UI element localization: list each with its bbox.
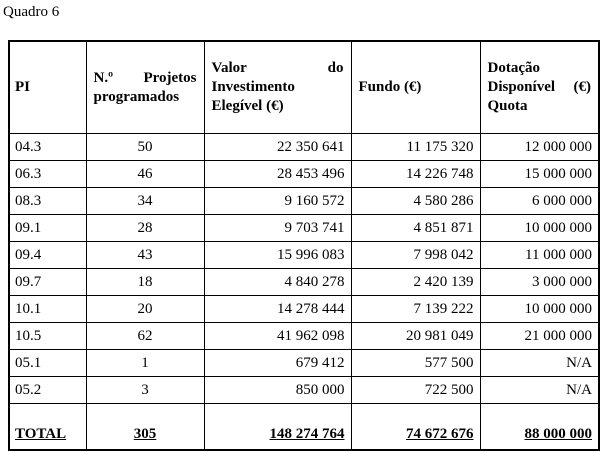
cell-projetos: 62 — [85, 322, 205, 350]
cell-valor: 14 278 444 — [203, 295, 352, 323]
cell-valor: 850 000 — [203, 376, 352, 404]
cell-valor: 22 350 641 — [203, 133, 352, 161]
cell-projetos: 1 — [85, 349, 205, 377]
document-title: Quadro 6 — [3, 4, 60, 20]
cell-fundo: 4 580 286 — [350, 187, 481, 215]
cell-fundo: 7 998 042 — [350, 241, 481, 269]
cell-pi: 09.4 — [8, 241, 87, 269]
table-row: 08.3 34 9 160 572 4 580 286 6 000 000 — [8, 187, 600, 215]
cell-projetos: 18 — [85, 268, 205, 296]
cell-dotacao: 3 000 000 — [479, 268, 600, 296]
cell-fundo: 11 175 320 — [350, 133, 481, 161]
cell-valor: 15 996 083 — [203, 241, 352, 269]
total-label: TOTAL — [15, 426, 67, 442]
table-row: 06.3 46 28 453 496 14 226 748 15 000 000 — [8, 160, 600, 188]
cell-pi: 09.7 — [8, 268, 87, 296]
header-fundo-label: Fundo (€) — [358, 79, 422, 95]
cell-dotacao: 15 000 000 — [479, 160, 600, 188]
table-row: 09.1 28 9 703 741 4 851 871 10 000 000 — [8, 214, 600, 242]
quadro-6-table: PI N.º Projetos programados Valor do — [8, 40, 600, 451]
header-dotacao-word2: (€) — [573, 79, 592, 95]
cell-fundo: 14 226 748 — [350, 160, 481, 188]
cell-projetos: 50 — [85, 133, 205, 161]
cell-dotacao: 12 000 000 — [479, 133, 600, 161]
cell-projetos: 43 — [85, 241, 205, 269]
header-valor-line1: Valor do — [212, 59, 344, 78]
cell-total-dotacao: 88 000 000 — [479, 403, 600, 451]
cell-projetos: 20 — [85, 295, 205, 323]
cell-pi: 06.3 — [8, 160, 87, 188]
cell-pi: 09.1 — [8, 214, 87, 242]
cell-projetos: 28 — [85, 214, 205, 242]
cell-fundo: 4 851 871 — [350, 214, 481, 242]
cell-dotacao: 6 000 000 — [479, 187, 600, 215]
cell-total-label: TOTAL — [8, 403, 87, 451]
cell-dotacao: 11 000 000 — [479, 241, 600, 269]
table-row: 09.4 43 15 996 083 7 998 042 11 000 000 — [8, 241, 600, 269]
header-projetos-line2: programados — [93, 88, 180, 105]
header-valor-word1: Valor — [211, 60, 247, 76]
cell-pi: 08.3 — [8, 187, 87, 215]
cell-pi: 05.1 — [8, 349, 87, 377]
table-header: PI N.º Projetos programados Valor do — [8, 40, 600, 134]
header-projetos-word2: Projetos — [143, 69, 197, 86]
column-header-projetos: N.º Projetos programados — [85, 40, 205, 134]
table-row: 05.1 1 679 412 577 500 N/A — [8, 349, 600, 377]
cell-pi: 04.3 — [8, 133, 87, 161]
cell-projetos: 34 — [85, 187, 205, 215]
cell-pi: 10.5 — [8, 322, 87, 350]
header-valor-word2: do — [327, 60, 344, 76]
cell-dotacao: 10 000 000 — [479, 295, 600, 323]
total-valor: 148 274 764 — [269, 426, 345, 442]
cell-total-valor: 148 274 764 — [203, 403, 352, 451]
total-projetos: 305 — [133, 426, 157, 442]
table-row: 10.1 20 14 278 444 7 139 222 10 000 000 — [8, 295, 600, 323]
header-valor-line2: Investimento — [211, 79, 295, 95]
cell-total-fundo: 74 672 676 — [350, 403, 481, 451]
cell-valor: 9 703 741 — [203, 214, 352, 242]
column-header-pi: PI — [8, 40, 87, 134]
cell-fundo: 722 500 — [350, 376, 481, 404]
cell-fundo: 7 139 222 — [350, 295, 481, 323]
header-row: PI N.º Projetos programados Valor do — [8, 40, 600, 134]
total-row: TOTAL 305 148 274 764 74 672 676 88 000 … — [8, 403, 600, 451]
table-body: 04.3 50 22 350 641 11 175 320 12 000 000… — [8, 133, 600, 451]
header-valor-line3: Elegível (€) — [211, 98, 284, 114]
cell-dotacao: 10 000 000 — [479, 214, 600, 242]
table-row: 09.7 18 4 840 278 2 420 139 3 000 000 — [8, 268, 600, 296]
cell-dotacao: N/A — [479, 349, 600, 377]
header-dotacao-word1: Disponível — [487, 79, 556, 95]
table-row: 05.2 3 850 000 722 500 N/A — [8, 376, 600, 404]
cell-total-projetos: 305 — [85, 403, 205, 451]
cell-fundo: 20 981 049 — [350, 322, 481, 350]
total-fundo: 74 672 676 — [406, 426, 474, 442]
cell-valor: 9 160 572 — [203, 187, 352, 215]
table-row: 04.3 50 22 350 641 11 175 320 12 000 000 — [8, 133, 600, 161]
cell-dotacao: N/A — [479, 376, 600, 404]
header-dotacao-line1: Dotação — [487, 60, 541, 76]
cell-valor: 28 453 496 — [203, 160, 352, 188]
header-dotacao-line3: Quota — [487, 98, 528, 114]
table-row: 10.5 62 41 962 098 20 981 049 21 000 000 — [8, 322, 600, 350]
cell-pi: 10.1 — [8, 295, 87, 323]
cell-pi: 05.2 — [8, 376, 87, 404]
column-header-valor: Valor do Investimento Elegível (€) — [203, 40, 352, 134]
header-pi-label: PI — [15, 79, 30, 95]
cell-valor: 679 412 — [203, 349, 352, 377]
cell-valor: 41 962 098 — [203, 322, 352, 350]
total-dotacao: 88 000 000 — [524, 426, 593, 442]
header-projetos-line1: N.º Projetos — [94, 69, 197, 88]
header-dotacao-line2: Disponível (€) — [488, 78, 592, 97]
cell-projetos: 3 — [85, 376, 205, 404]
header-projetos-word1: N.º — [93, 69, 114, 86]
column-header-dotacao: Dotação Disponível (€) Quota — [479, 40, 600, 134]
cell-fundo: 2 420 139 — [350, 268, 481, 296]
cell-dotacao: 21 000 000 — [479, 322, 600, 350]
cell-fundo: 577 500 — [350, 349, 481, 377]
column-header-fundo: Fundo (€) — [350, 40, 481, 134]
cell-valor: 4 840 278 — [203, 268, 352, 296]
cell-projetos: 46 — [85, 160, 205, 188]
